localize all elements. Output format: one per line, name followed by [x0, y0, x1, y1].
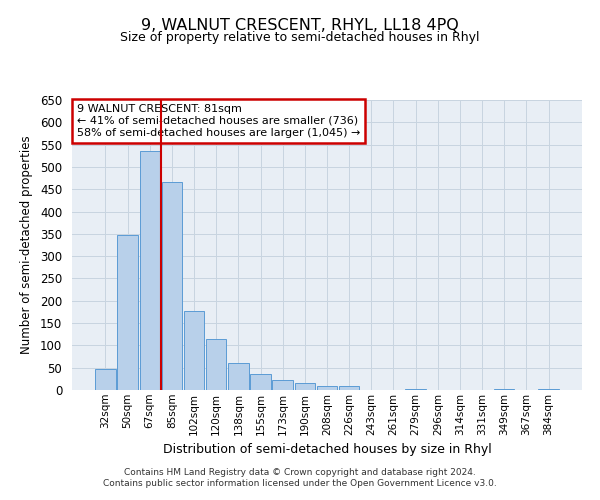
Bar: [272, 380, 293, 390]
Bar: [339, 386, 359, 390]
Bar: [250, 374, 271, 390]
Bar: [184, 311, 204, 390]
Bar: [95, 369, 116, 390]
Bar: [228, 363, 248, 390]
Y-axis label: Number of semi-detached properties: Number of semi-detached properties: [20, 136, 33, 354]
Bar: [206, 338, 226, 390]
Bar: [140, 152, 160, 390]
Bar: [118, 234, 138, 390]
X-axis label: Distribution of semi-detached houses by size in Rhyl: Distribution of semi-detached houses by …: [163, 443, 491, 456]
Text: Size of property relative to semi-detached houses in Rhyl: Size of property relative to semi-detach…: [120, 31, 480, 44]
Bar: [538, 389, 559, 390]
Bar: [317, 386, 337, 390]
Bar: [494, 389, 514, 390]
Text: 9, WALNUT CRESCENT, RHYL, LL18 4PQ: 9, WALNUT CRESCENT, RHYL, LL18 4PQ: [141, 18, 459, 32]
Text: Contains HM Land Registry data © Crown copyright and database right 2024.
Contai: Contains HM Land Registry data © Crown c…: [103, 468, 497, 487]
Text: 9 WALNUT CRESCENT: 81sqm
← 41% of semi-detached houses are smaller (736)
58% of : 9 WALNUT CRESCENT: 81sqm ← 41% of semi-d…: [77, 104, 361, 138]
Bar: [406, 388, 426, 390]
Bar: [295, 384, 315, 390]
Bar: [161, 182, 182, 390]
